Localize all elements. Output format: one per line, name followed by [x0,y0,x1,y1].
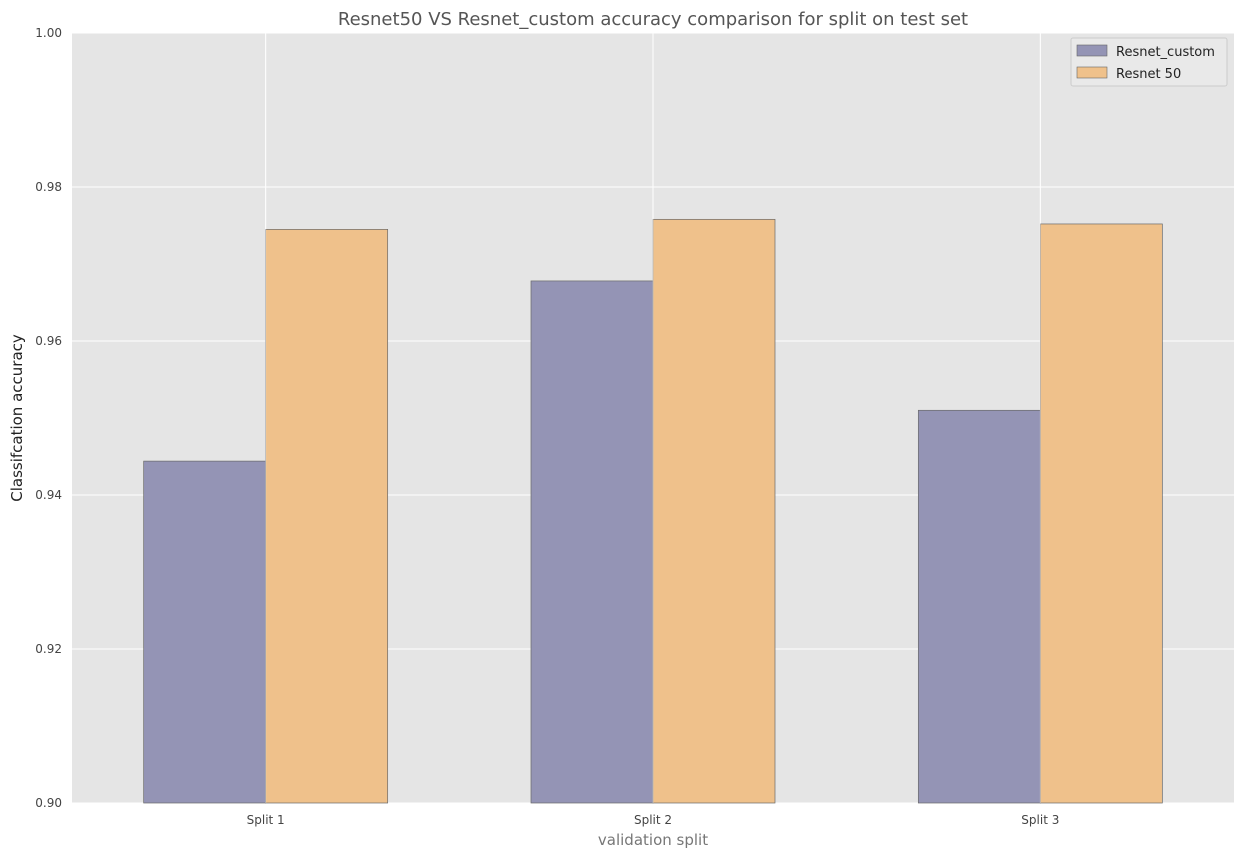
bar-resnet-50-split-2 [652,218,776,804]
y-tick-label: 0.98 [35,180,62,194]
y-axis-label: Classifcation accuracy [8,334,26,502]
y-tick-label: 1.00 [35,26,62,40]
legend-box [1070,37,1228,87]
legend: Resnet_custom Resnet 50 [1070,37,1228,87]
legend-label-resnet-custom: Resnet_custom [1116,45,1215,60]
x-tick-label: Split 3 [1021,813,1059,827]
tick-labels: 0.90 0.92 0.94 0.96 0.98 1.00 Split 1 Split 2 Sp… [35,26,1059,827]
y-tick-label: 0.90 [35,796,62,810]
y-tick-label: 0.94 [35,488,62,502]
legend-label-resnet-50: Resnet 50 [1116,67,1181,82]
bar-resnet-custom-split-1 [143,460,267,804]
chart-title: Resnet50 VS Resnet_custom accuracy compa… [338,9,968,30]
y-tick-label: 0.96 [35,334,62,348]
bar-resnet-50-split-3 [1039,223,1163,804]
bar-resnet-custom-split-3 [917,409,1041,804]
x-tick-label: Split 1 [247,813,285,827]
bars [143,33,1163,804]
bar-resnet-50-split-1 [265,229,389,804]
legend-swatch-resnet-50 [1076,66,1108,79]
y-tick-label: 0.92 [35,642,62,656]
x-tick-label: Split 2 [634,813,672,827]
bar-resnet-custom-split-2 [530,280,654,804]
legend-swatch-resnet-custom [1076,44,1108,57]
x-axis-label: validation split [598,831,708,849]
